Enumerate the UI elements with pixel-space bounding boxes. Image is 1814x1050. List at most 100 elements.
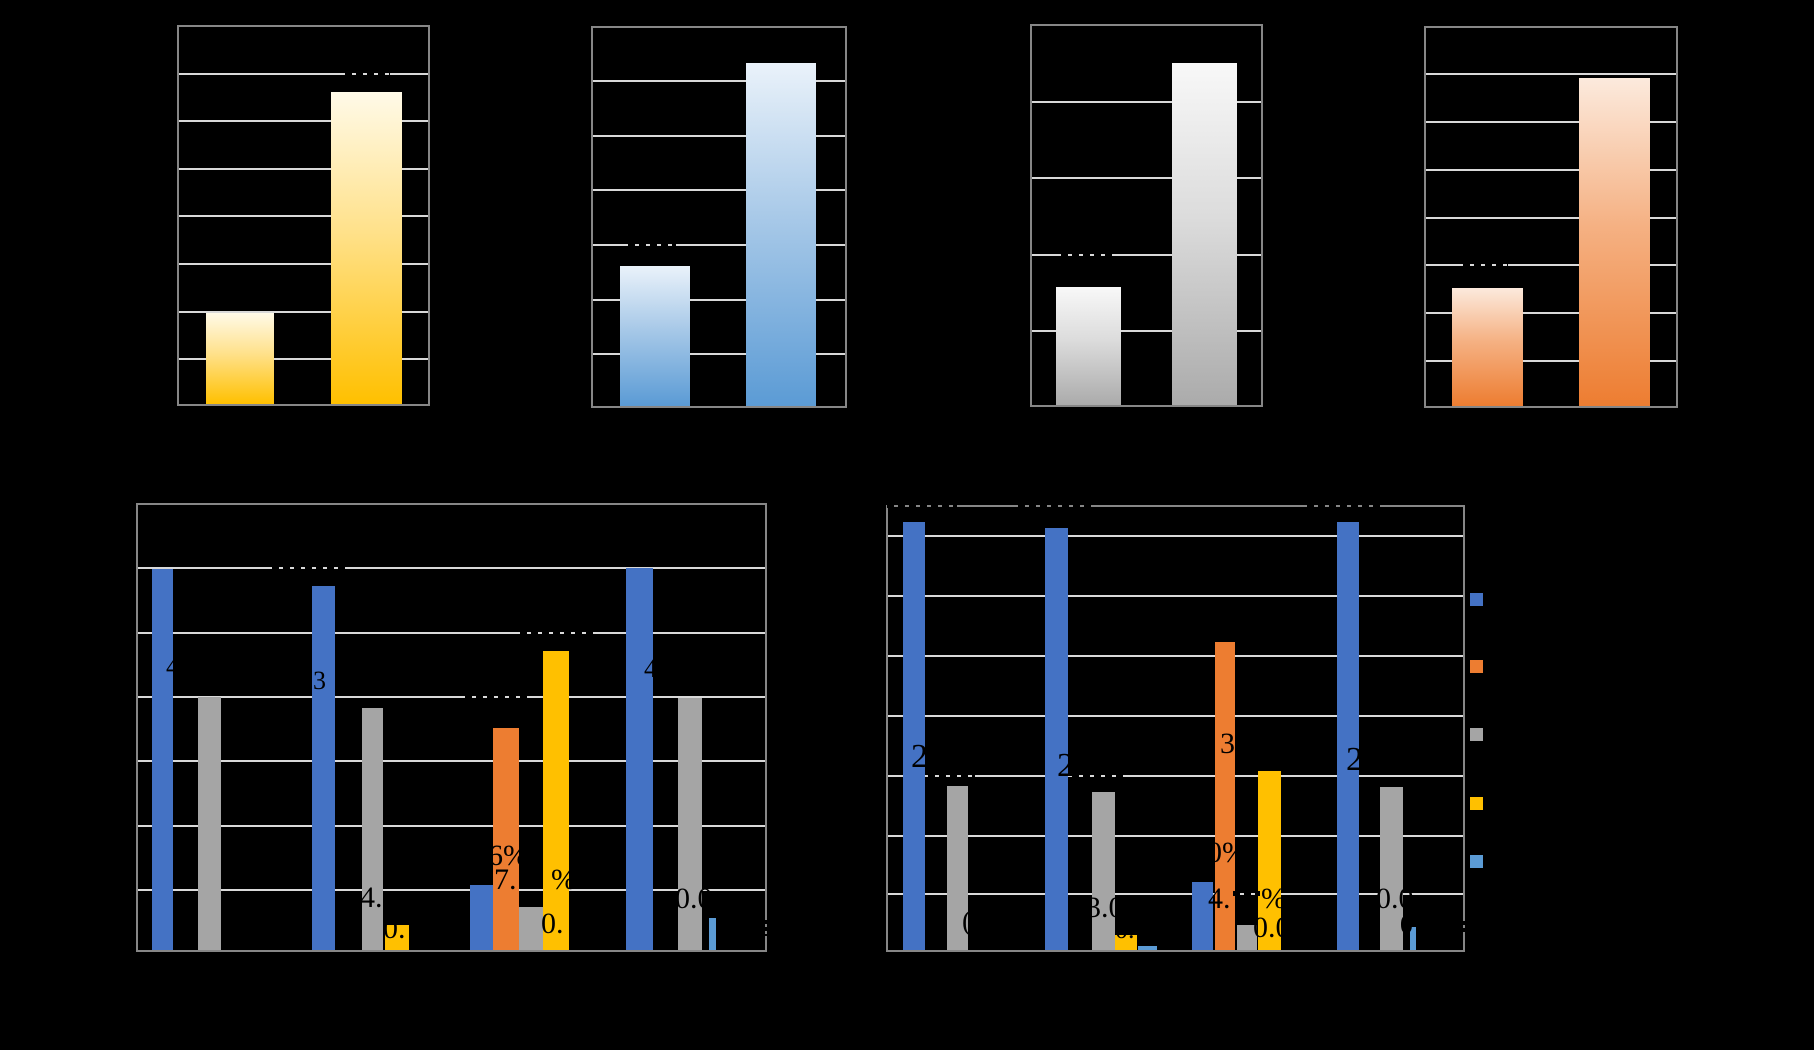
bottom-left-bar-lightblue-11 [709, 918, 716, 950]
top-3-gridline-1 [1032, 177, 1261, 179]
data-label-fragment-0: 4 [166, 652, 179, 681]
top-2-plot-area [591, 26, 847, 408]
datalabel-gridline-notches-8 [1018, 503, 1093, 508]
top-4-gridline-0 [1426, 73, 1676, 75]
data-label-fragment-2: 4. [360, 881, 383, 914]
data-label-fragment-15: 3 [1220, 727, 1235, 760]
bottom-right-bar-yellow-9 [1258, 771, 1281, 950]
top-1-bar-series-1 [331, 92, 402, 404]
data-label-fragment-5: 7. [494, 863, 517, 896]
bottom-right-bar-blue-0 [903, 522, 925, 950]
data-label-fragment-9: 0.0 [675, 882, 713, 915]
bottom-right-bar-blue-2 [1045, 528, 1068, 950]
bottom-right-bar-yellow-4 [1115, 935, 1137, 950]
bottom-left-bar-gray-3 [362, 708, 383, 950]
datalabel-border-notches-1 [1461, 921, 1465, 934]
bottom-right-bar-gray-3 [1092, 792, 1115, 950]
bottom-right-bar-lightblue-5 [1138, 946, 1157, 950]
top-3-gridline-0 [1032, 101, 1261, 103]
data-label-fragment-6: % [551, 863, 576, 896]
data-label-fragment-22: 0 [1400, 910, 1413, 939]
top-2-bar-series-0 [620, 266, 690, 406]
datalabel-border-notches-0 [764, 920, 768, 936]
data-label-fragment-18: % [1261, 882, 1286, 915]
legend-chip-gray [1470, 728, 1483, 741]
datalabel-gridline-notches-3 [1463, 262, 1508, 267]
top-1-gridline-1 [179, 120, 428, 122]
top-4-bar-series-1 [1579, 78, 1650, 406]
bottom-left-bar-gray-1 [198, 697, 221, 950]
top-4-bar-series-0 [1452, 288, 1523, 406]
datalabel-gridline-notches-11 [1072, 773, 1123, 778]
data-label-fragment-14: 0. [1115, 915, 1135, 944]
bottom-right-gridline-6 [888, 893, 1463, 895]
bottom-left-bar-yellow-4 [385, 925, 409, 950]
bottom-left-plot-area [136, 503, 767, 952]
top-4-plot-area [1424, 26, 1678, 408]
data-label-fragment-21: 0.0 [1376, 882, 1414, 915]
bottom-right-bar-blue-6 [1192, 882, 1213, 950]
data-label-fragment-4: 6% [488, 839, 528, 872]
top-3-gridline-3 [1032, 330, 1261, 332]
top-4-gridline-4 [1426, 264, 1676, 266]
bottom-left-bar-yellow-8 [543, 651, 569, 950]
datalabel-gridline-notches-9 [1307, 503, 1380, 508]
data-label-fragment-12: 2 [1057, 747, 1074, 784]
bottom-right-bar-gray-1 [947, 786, 968, 950]
bottom-left-gridline-4 [138, 825, 765, 827]
data-label-fragment-8: 4 [644, 654, 657, 683]
bottom-right-bar-gray-8 [1237, 925, 1257, 950]
bottom-left-bar-blue-9 [626, 568, 653, 950]
top-3-gridline-2 [1032, 254, 1261, 256]
top-1-gridline-3 [179, 215, 428, 217]
data-label-fragment-13: 3.0 [1086, 891, 1124, 924]
top-4-gridline-3 [1426, 217, 1676, 219]
legend-chip-lightblue [1470, 855, 1483, 868]
datalabel-gridline-notches-5 [520, 630, 597, 635]
bottom-right-bar-lightblue-12 [1410, 927, 1416, 950]
datalabel-gridline-notches-2 [1061, 252, 1113, 257]
datalabel-gridline-notches-12 [1233, 891, 1260, 896]
legend-chip-yellow [1470, 797, 1483, 810]
data-label-fragment-1: 3 [313, 666, 326, 695]
top-1-gridline-5 [179, 311, 428, 313]
bottom-right-gridline-5 [888, 835, 1463, 837]
datalabel-gridline-notches-4 [272, 565, 348, 570]
top-2-gridline-1 [593, 135, 845, 137]
top-2-gridline-4 [593, 299, 845, 301]
top-2-bar-series-1 [746, 63, 816, 406]
top-4-gridline-5 [1426, 312, 1676, 314]
top-1-plot-area [177, 25, 430, 406]
data-label-fragment-17: 4. [1208, 882, 1231, 915]
data-label-fragment-3: 0. [383, 912, 406, 945]
top-2-gridline-0 [593, 80, 845, 82]
datalabel-gridline-notches-6 [465, 694, 530, 699]
top-4-gridline-1 [1426, 121, 1676, 123]
bottom-left-gridline-2 [138, 696, 765, 698]
top-4-gridline-2 [1426, 169, 1676, 171]
bottom-right-gridline-3 [888, 715, 1463, 717]
bottom-right-gridline-2 [888, 655, 1463, 657]
legend-chip-blue [1470, 593, 1483, 606]
bottom-left-gridline-1 [138, 632, 765, 634]
bottom-left-bar-gray-7 [519, 907, 544, 950]
top-1-gridline-2 [179, 168, 428, 170]
bottom-right-gridline-1 [888, 595, 1463, 597]
top-1-gridline-0 [179, 73, 428, 75]
bottom-left-bar-blue-2 [312, 586, 335, 950]
data-label-fragment-10: ( [962, 906, 972, 937]
top-4-gridline-6 [1426, 360, 1676, 362]
data-label-fragment-16: 0% [1207, 836, 1247, 869]
bottom-left-gridline-3 [138, 760, 765, 762]
data-label-fragment-7: 0. [541, 907, 564, 940]
top-1-gridline-6 [179, 358, 428, 360]
top-3-plot-area [1030, 24, 1263, 407]
top-3-bar-series-0 [1056, 287, 1121, 405]
top-2-gridline-3 [593, 244, 845, 246]
bottom-left-bar-blue-5 [470, 885, 493, 950]
top-2-gridline-5 [593, 353, 845, 355]
top-1-gridline-4 [179, 263, 428, 265]
datalabel-gridline-notches-10 [928, 773, 975, 778]
top-3-bar-series-1 [1172, 63, 1237, 405]
